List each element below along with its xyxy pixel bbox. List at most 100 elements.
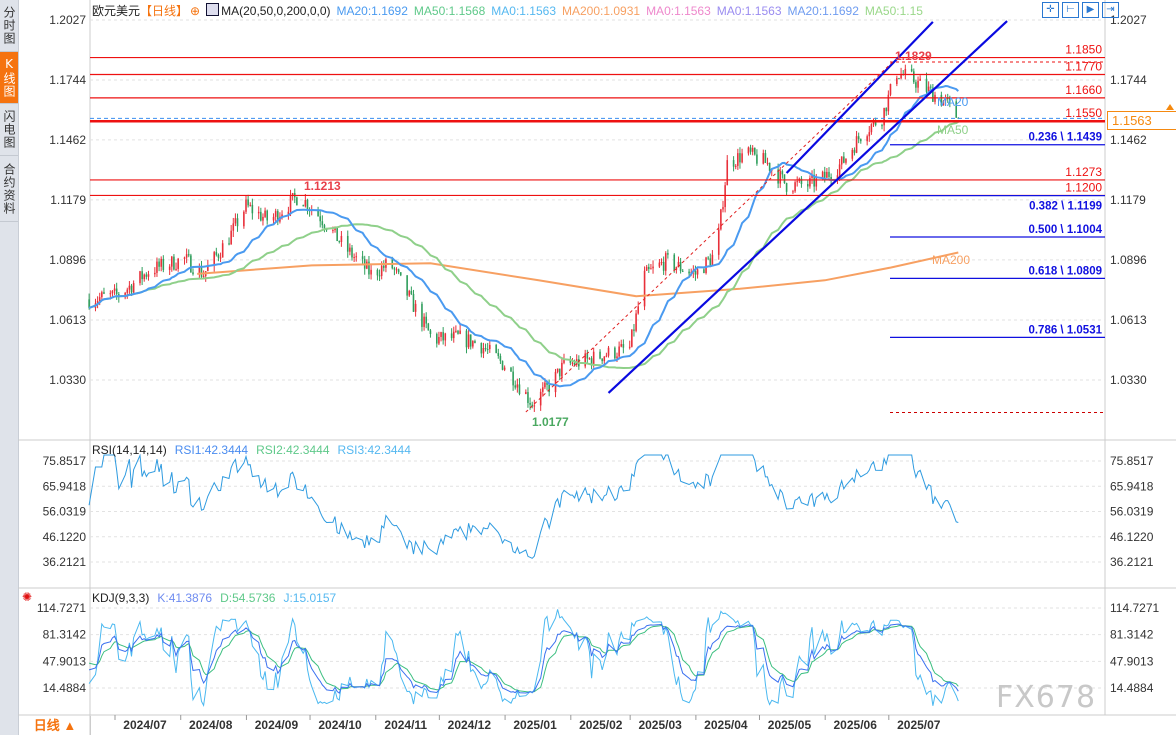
channel-trend-line[interactable]: [607, 20, 1008, 394]
y-tick-right: 114.7271: [1110, 601, 1159, 615]
jump-to-end-icon[interactable]: ⇥: [1102, 2, 1119, 18]
fib-trend-line[interactable]: [525, 61, 893, 413]
candle-down: [828, 171, 830, 177]
ma-values: MA20:1.1692 MA50:1.1568 MA0:1.1563 MA200:1.…: [337, 4, 929, 18]
channel-trend-line[interactable]: [785, 21, 934, 174]
candle-up: [851, 149, 854, 159]
ma-indicator-title[interactable]: MA(20,50,0,200,0,0): [221, 4, 331, 18]
candle-up: [650, 268, 652, 270]
candle-down: [940, 94, 943, 106]
candle-up: [779, 171, 782, 184]
candle-up: [645, 266, 648, 271]
candle-down: [783, 174, 786, 184]
candle-up: [794, 182, 796, 192]
play-forward-icon[interactable]: ▶: [1082, 2, 1099, 18]
candle-up: [603, 356, 606, 362]
x-tick-label: 2025/03: [638, 718, 682, 732]
candle-down: [277, 211, 279, 222]
candle-up: [213, 252, 215, 266]
y-tick-right: 46.1220: [1110, 530, 1154, 544]
candle-up: [230, 230, 232, 245]
sidebar-tab-time-chart[interactable]: 分时图: [0, 0, 18, 52]
candle-down: [754, 147, 756, 155]
candle-up: [353, 257, 355, 259]
fib-level-label: 0.618 \ 1.0809: [1028, 265, 1102, 277]
candle-up: [711, 254, 714, 266]
candle-down: [830, 176, 832, 180]
candle-down: [399, 272, 402, 276]
candle-down: [406, 275, 408, 296]
watermark-logo: FX678: [996, 680, 1097, 715]
ma50-line: [88, 121, 959, 370]
candle-down: [514, 385, 517, 388]
ma-value: MA0:1.1563: [646, 4, 711, 18]
candle-down: [510, 367, 512, 372]
rsi-title[interactable]: RSI(14,14,14): [92, 443, 167, 457]
candle-down: [346, 235, 349, 252]
candle-down: [694, 270, 697, 275]
candle-down: [823, 171, 826, 178]
level-label: 1.1660: [1065, 83, 1102, 97]
candle-up: [370, 269, 372, 275]
target-icon[interactable]: ⊕: [190, 4, 201, 18]
indicator-chart-icon[interactable]: [206, 3, 220, 16]
candle-down: [531, 404, 533, 407]
y-tick-right: 14.4884: [1110, 681, 1154, 695]
candle-up: [726, 160, 729, 186]
candle-down: [228, 243, 230, 245]
candle-up: [542, 387, 544, 392]
fib-level-label: 0.236 \ 1.1439: [1028, 132, 1102, 144]
candle-up: [696, 269, 699, 275]
candle-down: [648, 266, 650, 270]
fib-level-label: 0.786 \ 1.0531: [1028, 324, 1102, 336]
sidebar-tab-k-line[interactable]: K线图: [0, 52, 18, 104]
candle-up: [291, 193, 294, 196]
sidebar-tab-contract-info[interactable]: 合约资料: [0, 156, 18, 222]
candle-up: [423, 316, 425, 327]
y-tick-right: 81.3142: [1110, 628, 1154, 642]
candle-down: [622, 344, 625, 348]
candle-up: [836, 175, 839, 180]
y-tick-right: 1.2027: [1110, 13, 1147, 27]
period-selector[interactable]: 日线 ▲: [20, 716, 91, 735]
period-label[interactable]: 【日线】: [140, 4, 189, 18]
crosshair-icon[interactable]: ✛: [1042, 2, 1059, 18]
candle-down: [336, 226, 338, 242]
candle-up: [675, 266, 678, 270]
x-tick-label: 2025/01: [513, 718, 557, 732]
candle-down: [397, 269, 400, 273]
x-tick-label: 2025/07: [897, 718, 941, 732]
candle-down: [88, 299, 90, 308]
candle-up: [896, 78, 898, 85]
candle-up: [264, 210, 266, 217]
candle-down: [785, 183, 788, 192]
candle-down: [527, 392, 529, 404]
settings-icon[interactable]: ✺: [22, 590, 33, 604]
x-tick-label: 2024/09: [255, 718, 299, 732]
low-price-label: 1.0177: [532, 415, 569, 429]
candle-up: [677, 261, 680, 267]
candle-down: [480, 342, 483, 354]
candle-up: [658, 262, 661, 267]
candle-up: [584, 353, 586, 367]
candle-up: [274, 211, 277, 217]
candle-down: [688, 271, 690, 274]
y-tick-left: 81.3142: [43, 628, 87, 642]
candle-up: [111, 290, 114, 294]
candle-down: [590, 358, 593, 366]
fit-range-icon[interactable]: ⊢: [1062, 2, 1079, 18]
candle-up: [741, 153, 743, 163]
kdj-title[interactable]: KDJ(9,3,3): [92, 591, 150, 605]
candle-up: [868, 132, 871, 137]
candle-up: [304, 200, 307, 207]
ma-value: MA200:1.0931: [562, 4, 641, 18]
kdj-d-line: [88, 624, 959, 693]
sidebar-tab-flash[interactable]: 闪电图: [0, 104, 18, 156]
x-tick-label: 2025/05: [768, 718, 812, 732]
candle-up: [855, 136, 858, 153]
candle-down: [857, 136, 860, 140]
candle-up: [927, 86, 930, 92]
kdj-value: J:15.0157: [283, 591, 337, 605]
level-label: 1.1850: [1065, 43, 1102, 57]
